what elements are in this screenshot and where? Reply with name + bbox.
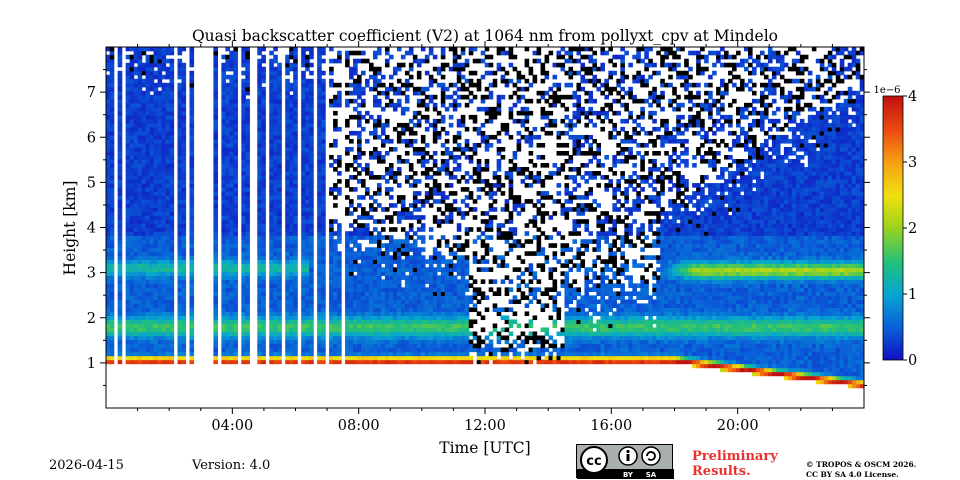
y-tick-label: 3 <box>87 266 96 282</box>
heatmap-area <box>106 47 864 389</box>
cc-license-badge[interactable]: cc BY SA <box>576 444 674 479</box>
preliminary-line-1: Preliminary <box>692 449 778 464</box>
license-notice: © TROPOS & OSCM 2026. CC BY SA 4.0 Licen… <box>806 460 916 480</box>
y-tick-label: 6 <box>87 130 96 146</box>
y-axis-label: Height [km] <box>61 181 79 276</box>
colorbar-scale-label: 1e−6 <box>873 85 900 96</box>
colorbar-tick-label: 1 <box>908 287 917 303</box>
chart-title: Quasi backscatter coefficient (V2) at 10… <box>192 27 778 45</box>
x-tick-label: 08:00 <box>338 418 380 434</box>
colorbar-tick-label: 2 <box>908 221 917 237</box>
y-tick-label: 1 <box>87 356 96 372</box>
x-tick-label: 20:00 <box>717 418 759 434</box>
y-tick-label: 2 <box>87 311 96 327</box>
y-tick-label: 5 <box>87 175 96 191</box>
colorbar <box>882 95 904 361</box>
x-axis: 04:00 08:00 12:00 16:00 20:00 <box>137 41 833 434</box>
colorbar-tick-label: 0 <box>908 353 917 369</box>
footer-date: 2026-04-15 <box>49 458 124 473</box>
colorbar-tick-label: 3 <box>908 155 917 171</box>
cc-sa-text: SA <box>646 471 657 479</box>
x-tick-label: 12:00 <box>464 418 506 434</box>
preliminary-line-2: Results. <box>692 464 751 479</box>
preliminary-notice: Preliminary Results. <box>692 449 778 479</box>
footer-version: Version: 4.0 <box>192 458 271 473</box>
colorbar-ticks: 0 1 2 3 4 <box>903 89 917 369</box>
colorbar-tick-label: 4 <box>908 89 917 105</box>
x-tick-label: 16:00 <box>590 418 632 434</box>
license-line-1: © TROPOS & OSCM 2026. <box>806 460 917 469</box>
x-axis-label: Time [UTC] <box>439 439 530 457</box>
cc-logo-icon: cc BY SA <box>577 446 674 479</box>
y-axis: 1 2 3 4 5 6 7 <box>87 69 870 386</box>
x-tick-label: 04:00 <box>211 418 253 434</box>
cc-by-text: BY <box>623 471 634 479</box>
license-line-2: CC BY SA 4.0 License. <box>806 470 899 479</box>
sa-icon <box>641 446 661 466</box>
y-tick-label: 7 <box>87 85 96 101</box>
y-tick-label: 4 <box>87 221 96 237</box>
